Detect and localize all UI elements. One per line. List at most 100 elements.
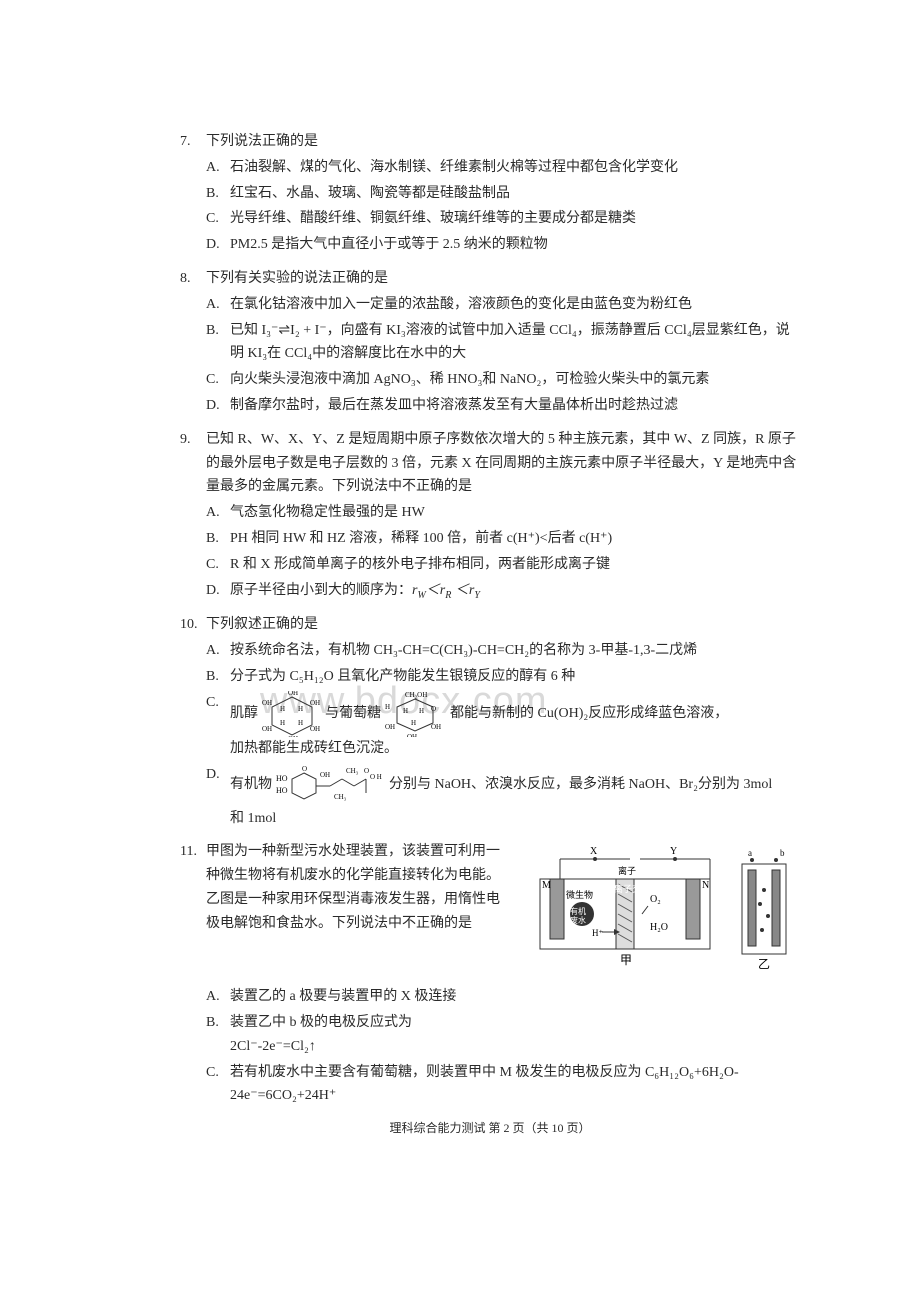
diagram-label-x: X: [590, 846, 598, 857]
q7-opt-b: 红宝石、水晶、玻璃、陶瓷等都是硅酸盐制品: [230, 182, 800, 206]
svg-text:O: O: [302, 765, 307, 773]
q10-stem: 下列叙述正确的是: [206, 613, 800, 637]
q11-b-eq: 2Cl⁻-2e⁻=Cl₂↑: [206, 1035, 800, 1059]
q9-opt-d: 原子半径由小到大的顺序为：rW＜rR ＜rY: [230, 579, 800, 604]
svg-text:HO: HO: [276, 774, 288, 783]
svg-text:OH: OH: [320, 771, 330, 779]
svg-text:H: H: [411, 719, 416, 727]
svg-text:HO: HO: [276, 786, 288, 795]
q10-opt-b: 分子式为 C₅H₁₂O 且氧化产物能发生银镜反应的醇有 6 种: [230, 665, 800, 689]
diagram-label-membrane: 离子交换膜: [614, 883, 659, 894]
diagram-label-jia: 甲: [620, 953, 632, 967]
q10-opt-a-label: A.: [206, 639, 230, 663]
svg-text:H: H: [280, 719, 285, 727]
q8-opt-a-label: A.: [206, 293, 230, 317]
q10-c-line2: 加热都能生成砖红色沉淀。: [206, 737, 800, 761]
q8-opt-c-label: C.: [206, 368, 230, 392]
question-11: 11. X Y: [180, 840, 800, 1108]
q11-opt-c: 若有机废水中主要含有葡萄糖，则装置甲中 M 极发生的电极反应为 C₆H₁₂O₆+…: [230, 1061, 800, 1109]
q10-d-line2: 和 1mol: [206, 807, 800, 831]
q9-opt-c: R 和 X 形成简单离子的核外电子排布相同，两者能形成离子键: [230, 553, 800, 577]
q9-number: 9.: [180, 428, 206, 499]
q11-opt-b-label: B.: [206, 1011, 230, 1035]
q10-d-post: 分别与 NaOH、浓溴水反应，最多消耗 NaOH、Br₂分别为 3mol: [389, 777, 772, 792]
q8-opt-a: 在氯化钴溶液中加入一定量的浓盐酸，溶液颜色的变化是由蓝色变为粉红色: [230, 293, 800, 317]
electrochemistry-diagram-icon: X Y M N: [520, 844, 800, 974]
svg-text:OH: OH: [288, 691, 298, 697]
svg-text:OH: OH: [310, 725, 320, 733]
diagram-label-membrane-top: 离子: [618, 865, 636, 876]
svg-text:OH: OH: [407, 733, 417, 737]
diagram-label-a: a: [748, 848, 752, 858]
q9-opt-a-label: A.: [206, 501, 230, 525]
q10-opt-d-label: D.: [206, 763, 230, 807]
q7-opt-a: 石油裂解、煤的气化、海水制镁、纤维素制火棉等过程中都包含化学变化: [230, 156, 800, 180]
q8-opt-d-label: D.: [206, 394, 230, 418]
diagram-label-h: H⁺: [592, 928, 603, 938]
q11-opt-b: 装置乙中 b 极的电极反应式为: [230, 1011, 800, 1035]
q8-opt-b: 已知 I₃⁻⇌I₂ + I⁻，向盛有 KI₃溶液的试管中加入适量 CCl₄，振荡…: [230, 319, 800, 367]
q7-opt-b-label: B.: [206, 182, 230, 206]
q9-opt-c-label: C.: [206, 553, 230, 577]
question-10: 10. 下列叙述正确的是 A.按系统命名法，有机物 CH₃-CH=C(CH₃)-…: [180, 613, 800, 830]
svg-text:H: H: [403, 707, 408, 715]
q11-stem: 甲图为一种新型污水处理装置，该装置可利用一种微生物将有机废水的化学能直接转化为电…: [206, 844, 500, 930]
diagram-label-h2o: H₂O: [650, 922, 668, 933]
q11-stem-wrap: X Y M N: [206, 840, 800, 983]
svg-text:CH₃: CH₃: [346, 767, 359, 775]
q10-number: 10.: [180, 613, 206, 637]
q7-opt-a-label: A.: [206, 156, 230, 180]
diagram-label-n: N: [702, 880, 709, 891]
svg-text:OH: OH: [310, 699, 320, 707]
svg-text:O: O: [364, 767, 369, 775]
q10-c-pre: 肌醇: [230, 706, 258, 721]
svg-text:CH₃: CH₃: [334, 793, 347, 801]
svg-text:OH: OH: [385, 723, 395, 731]
diagram-label-m: M: [542, 880, 551, 891]
q8-stem: 下列有关实验的说法正确的是: [206, 267, 800, 291]
q7-opt-c-label: C.: [206, 207, 230, 231]
svg-text:OH: OH: [262, 725, 272, 733]
q10-opt-b-label: B.: [206, 665, 230, 689]
q10-opt-c-label: C.: [206, 691, 230, 737]
q8-number: 8.: [180, 267, 206, 291]
question-8: 8. 下列有关实验的说法正确的是 A.在氯化钴溶液中加入一定量的浓盐酸，溶液颜色…: [180, 267, 800, 418]
q7-opt-c: 光导纤维、醋酸纤维、铜氨纤维、玻璃纤维等的主要成分都是糖类: [230, 207, 800, 231]
q11-opt-a-label: A.: [206, 985, 230, 1009]
svg-text:废水: 废水: [570, 915, 586, 925]
svg-text:H: H: [385, 703, 390, 711]
q10-opt-a: 按系统命名法，有机物 CH₃-CH=C(CH₃)-CH=CH₂的名称为 3-甲基…: [230, 639, 800, 663]
glucose-structure-icon: CH₂OH O OH OH OH H H H H: [385, 691, 447, 737]
q9-opt-b-label: B.: [206, 527, 230, 551]
organic-structure-icon: HO HO O OH CH₃ CH₃ O O H: [276, 763, 386, 807]
q7-opt-d-label: D.: [206, 233, 230, 257]
svg-text:H: H: [419, 707, 424, 715]
q9-opt-b: PH 相同 HW 和 HZ 溶液，稀释 100 倍，前者 c(H⁺)<后者 c(…: [230, 527, 800, 551]
svg-text:H: H: [298, 705, 303, 713]
diagram-label-b: b: [780, 848, 785, 858]
page-footer: 理科综合能力测试 第 2 页（共 10 页）: [180, 1118, 800, 1138]
inositol-structure-icon: OH OH OH OH OH OH H H H H: [262, 691, 322, 737]
q7-number: 7.: [180, 130, 206, 154]
q8-opt-b-label: B.: [206, 319, 230, 367]
q9-opt-d-label: D.: [206, 579, 230, 604]
diagram-label-yi: 乙: [758, 957, 770, 971]
svg-text:H: H: [298, 719, 303, 727]
svg-text:CH₂OH: CH₂OH: [405, 691, 427, 699]
q11-opt-a: 装置乙的 a 极要与装置甲的 X 极连接: [230, 985, 800, 1009]
diagram-label-microbe: 微生物: [566, 889, 593, 900]
diagram-label-y: Y: [670, 846, 677, 857]
svg-text:OH: OH: [431, 723, 441, 731]
q10-c-post: 都能与新制的 Cu(OH)₂反应形成绛蓝色溶液，: [450, 706, 728, 721]
q10-c-mid: 与葡萄糖: [325, 706, 381, 721]
q10-opt-d: 有机物 HO HO O OH CH₃ CH₃ O: [230, 763, 800, 807]
q9-opt-a: 气态氢化物稳定性最强的是 HW: [230, 501, 800, 525]
svg-text:OH: OH: [262, 699, 272, 707]
svg-text:O H: O H: [370, 773, 382, 781]
q9-d-formula: rW＜rR ＜rY: [412, 583, 480, 598]
q10-opt-c: 肌醇 OH OH OH OH OH OH H H H H 与葡萄糖: [230, 691, 800, 737]
q7-stem: 下列说法正确的是: [206, 130, 800, 154]
question-9: 9. 已知 R、W、X、Y、Z 是短周期中原子序数依次增大的 5 种主族元素，其…: [180, 428, 800, 604]
q8-opt-d: 制备摩尔盐时，最后在蒸发皿中将溶液蒸发至有大量晶体析出时趁热过滤: [230, 394, 800, 418]
diagram-label-organic: 有机: [570, 906, 586, 916]
